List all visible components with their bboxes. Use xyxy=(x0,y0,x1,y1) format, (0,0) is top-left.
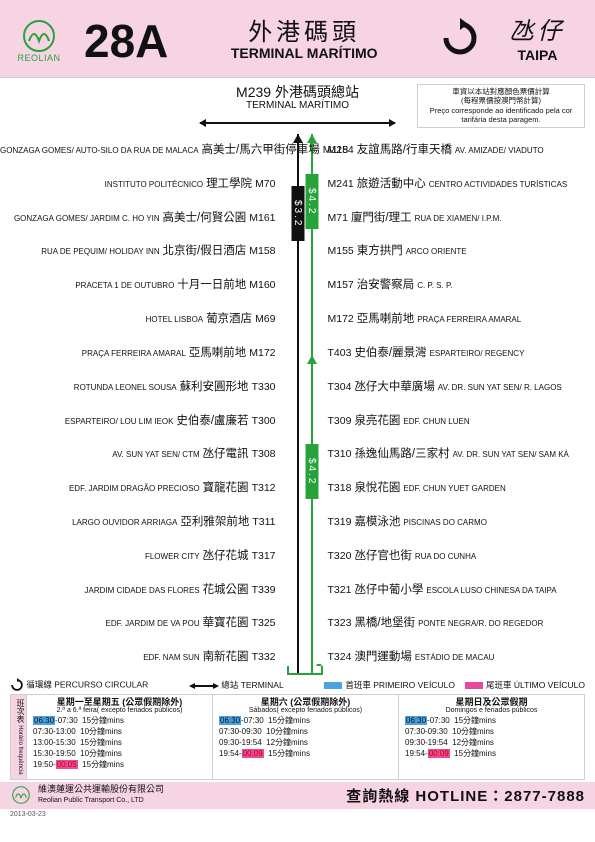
stop: T323黑橋/地堡街 PONTE NEGRA/R. DO REGEDOR xyxy=(328,617,595,630)
fare-green-mid: $4.2 xyxy=(305,444,318,499)
timetable: 班次表 Horário frequência 星期一至星期五 (公眾假期除外)2… xyxy=(10,694,585,780)
stop: T320氹仔官也街 RUA DO CUNHA xyxy=(328,550,595,563)
arrow-up-green xyxy=(307,134,317,143)
stop: T319嘉模泳池 PISCINAS DO CARMO xyxy=(328,516,595,529)
stop: EDF. JARDIM DE VA POU 華寶花園T325 xyxy=(0,617,276,630)
stop: T321氹仔中葡小學 ESCOLA LUSO CHINESA DA TAIPA xyxy=(328,584,595,597)
loop-arrow xyxy=(286,664,324,678)
hotline: 查詢熱線 HOTLINE：2877-7888 xyxy=(164,785,585,806)
route-diagram: $3.2 $4.2 $4.2 GONZAGA GOMES/ AUTO-SILO … xyxy=(0,134,595,674)
timetable-column: 星期六 (公眾假期除外)Sábados( excepto feriados pú… xyxy=(213,695,399,779)
arrow-up-black xyxy=(293,134,303,143)
timetable-column: 星期一至星期五 (公眾假期除外)2.ª a 6.ª feira( excepto… xyxy=(27,695,213,779)
stop: PRACETA 1 DE OUTUBRO 十月一日前地M160 xyxy=(0,279,276,292)
timetable-side: 班次表 Horário frequência xyxy=(11,695,27,779)
stop: LARGO OUVIDOR ARRIAGA 亞利雅架前地T311 xyxy=(0,516,276,529)
stop: T309泉亮花園 EDF. CHUN LUEN xyxy=(328,415,595,428)
timetable-column: 星期日及公眾假期Domingos e feriados públicos06:3… xyxy=(399,695,584,779)
destination-b-zh: 氹仔 xyxy=(490,18,585,47)
header: REOLIAN 28A 外港碼頭 TERMINAL MARÍTIMO 氹仔 TA… xyxy=(0,0,595,78)
stops-right: M254友誼馬路/行車天橋 AV. AMIZADE/ VIADUTO M241旅遊… xyxy=(328,144,595,664)
legend-terminal: 總站 TERMINAL xyxy=(189,679,284,691)
logo-icon xyxy=(19,19,59,53)
fare-green-top: $4.2 xyxy=(305,174,318,229)
stop: T318泉悅花園 EDF. CHUN YUET GARDEN xyxy=(328,482,595,495)
stop: T324澳門運動場 ESTÁDIO DE MACAU xyxy=(328,651,595,664)
stop: T403史伯泰/麗景灣 ESPARTEIRO/ REGENCY xyxy=(328,347,595,360)
stop: HOTEL LISBOA 葡京酒店M69 xyxy=(0,313,276,326)
timetable-columns: 星期一至星期五 (公眾假期除外)2.ª a 6.ª feira( excepto… xyxy=(27,695,584,779)
stop: M155東方拱門 ARCO ORIENTE xyxy=(328,245,595,258)
destination-b-en: TAIPA xyxy=(490,47,585,64)
footer: 維澳蓮運公共運輸股份有限公司 Reolian Public Transport … xyxy=(0,782,595,809)
page: REOLIAN 28A 外港碼頭 TERMINAL MARÍTIMO 氹仔 TA… xyxy=(0,0,595,842)
brand-name: REOLIAN xyxy=(10,53,68,63)
stop: T304氹仔大中華廣場 AV. DR. SUN YAT SEN/ R. LAGO… xyxy=(328,381,595,394)
stop: GONZAGA GOMES/ JARDIM C. HO YIN 高美士/何賢公園… xyxy=(0,212,276,225)
stop: ESPARTEIRO/ LOU LIM IEOK 史伯泰/盧廉若T300 xyxy=(0,415,276,428)
stop: GONZAGA GOMES/ AUTO-SILO DA RUA DE MALAC… xyxy=(0,144,276,157)
destination-a-en: TERMINAL MARÍTIMO xyxy=(178,46,430,61)
print-date: 2013-03-23 xyxy=(0,809,595,818)
stop: M241旅遊活動中心 CENTRO ACTIVIDADES TURÍSTICAS xyxy=(328,178,595,191)
legend-last: 尾班車 ÚLTIMO VEÍCULO xyxy=(465,679,585,691)
stop: FLOWER CITY 氹仔花城T317 xyxy=(0,550,276,563)
logo: REOLIAN xyxy=(10,19,68,63)
footer-logo: 維澳蓮運公共運輸股份有限公司 Reolian Public Transport … xyxy=(10,785,164,805)
stop: EDF. JARDIM DRAGÃO PRECIOSO 寶龍花園T312 xyxy=(0,482,276,495)
stop: M172亞馬喇前地 PRAÇA FERREIRA AMARAL xyxy=(328,313,595,326)
circular-icon xyxy=(430,18,490,63)
stop: EDF. NAM SUN 南新花園T332 xyxy=(0,651,276,664)
stops-left: GONZAGA GOMES/ AUTO-SILO DA RUA DE MALAC… xyxy=(0,144,276,664)
stop: M254友誼馬路/行車天橋 AV. AMIZADE/ VIADUTO xyxy=(328,144,595,157)
stop: T310孫逸仙馬路/三家村 AV. DR. SUN YAT SEN/ SAM K… xyxy=(328,448,595,461)
destination-a: 外港碼頭 TERMINAL MARÍTIMO xyxy=(178,20,430,62)
stop: AV. SUN YAT SEN/ CTM 氹仔電訊T308 xyxy=(0,448,276,461)
stop: INSTITUTO POLITÉCNICO 理工學院M70 xyxy=(0,178,276,191)
stop: ROTUNDA LEONEL SOUSA 蘇利安圓形地T330 xyxy=(0,381,276,394)
destination-a-zh: 外港碼頭 xyxy=(178,20,430,46)
stop: JARDIM CIDADE DAS FLORES 花城公園T339 xyxy=(0,584,276,597)
stop: PRAÇA FERREIRA AMARAL 亞馬喇前地M172 xyxy=(0,347,276,360)
fare-black: $3.2 xyxy=(291,186,304,241)
stop: RUA DE PEQUIM/ HOLIDAY INN 北京街/假日酒店M158 xyxy=(0,245,276,258)
stop: M71廈門街/理工 RUA DE XIAMEN/ I.P.M. xyxy=(328,212,595,225)
stop: M157治安警察局 C. P. S. P. xyxy=(328,279,595,292)
terminal-arrow xyxy=(200,122,395,124)
destination-b: 氹仔 TAIPA xyxy=(490,18,585,64)
subheader: M239 外港碼頭總站 TERMINAL MARÍTIMO 車資以本站對應顏色票… xyxy=(0,78,595,134)
legend-circular: 循環線 PERCURSO CIRCULAR xyxy=(10,678,148,692)
legend-first: 首班車 PRIMEIRO VEÍCULO xyxy=(324,679,455,691)
route-number: 28A xyxy=(68,18,178,64)
arrow-mid-green xyxy=(307,355,317,364)
fare-note: 車資以本站對應顏色票價計算 (每程票價按澳門幣計算) Preço corresp… xyxy=(417,84,585,128)
